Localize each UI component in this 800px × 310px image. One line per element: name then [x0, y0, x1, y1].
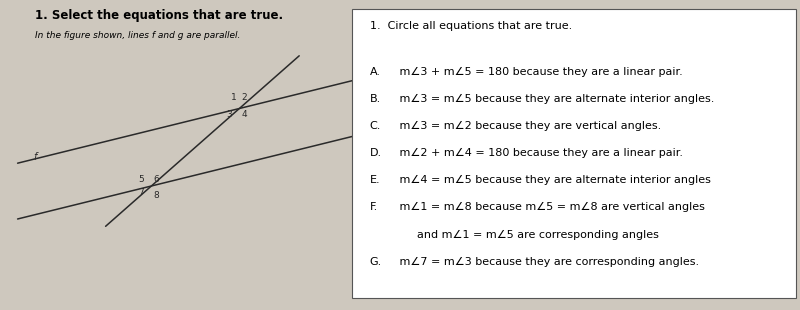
Text: In the figure shown, lines f and g are parallel.: In the figure shown, lines f and g are p…	[35, 31, 241, 40]
Text: 1: 1	[230, 93, 237, 102]
Text: m∠3 = m∠5 because they are alternate interior angles.: m∠3 = m∠5 because they are alternate int…	[397, 94, 714, 104]
Text: 5: 5	[138, 175, 144, 184]
Text: D.: D.	[370, 148, 382, 158]
Text: F.: F.	[370, 202, 378, 212]
Text: m∠3 + m∠5 = 180 because they are a linear pair.: m∠3 + m∠5 = 180 because they are a linea…	[397, 67, 683, 77]
Text: 1.  Circle all equations that are true.: 1. Circle all equations that are true.	[370, 21, 572, 31]
Text: f: f	[34, 152, 37, 162]
Text: m∠4 = m∠5 because they are alternate interior angles: m∠4 = m∠5 because they are alternate int…	[397, 175, 711, 185]
Text: 8: 8	[153, 191, 159, 200]
Text: and m∠1 = m∠5 are corresponding angles: and m∠1 = m∠5 are corresponding angles	[397, 230, 659, 240]
Text: 2: 2	[241, 93, 246, 102]
Text: 3: 3	[226, 110, 232, 119]
Text: m∠1 = m∠8 because m∠5 = m∠8 are vertical angles: m∠1 = m∠8 because m∠5 = m∠8 are vertical…	[397, 202, 706, 212]
Text: 7: 7	[138, 188, 144, 197]
Text: m∠3 = m∠2 because they are vertical angles.: m∠3 = m∠2 because they are vertical angl…	[397, 121, 662, 131]
Text: C.: C.	[370, 121, 381, 131]
Text: A.: A.	[370, 67, 381, 77]
Text: G.: G.	[370, 257, 382, 267]
Text: 4: 4	[241, 110, 246, 119]
Text: B.: B.	[370, 94, 381, 104]
Text: 6: 6	[153, 175, 159, 184]
Text: m∠2 + m∠4 = 180 because they are a linear pair.: m∠2 + m∠4 = 180 because they are a linea…	[397, 148, 683, 158]
Text: m∠7 = m∠3 because they are corresponding angles.: m∠7 = m∠3 because they are corresponding…	[397, 257, 699, 267]
FancyBboxPatch shape	[352, 9, 796, 298]
Text: 1. Select the equations that are true.: 1. Select the equations that are true.	[35, 9, 283, 22]
Text: E.: E.	[370, 175, 380, 185]
